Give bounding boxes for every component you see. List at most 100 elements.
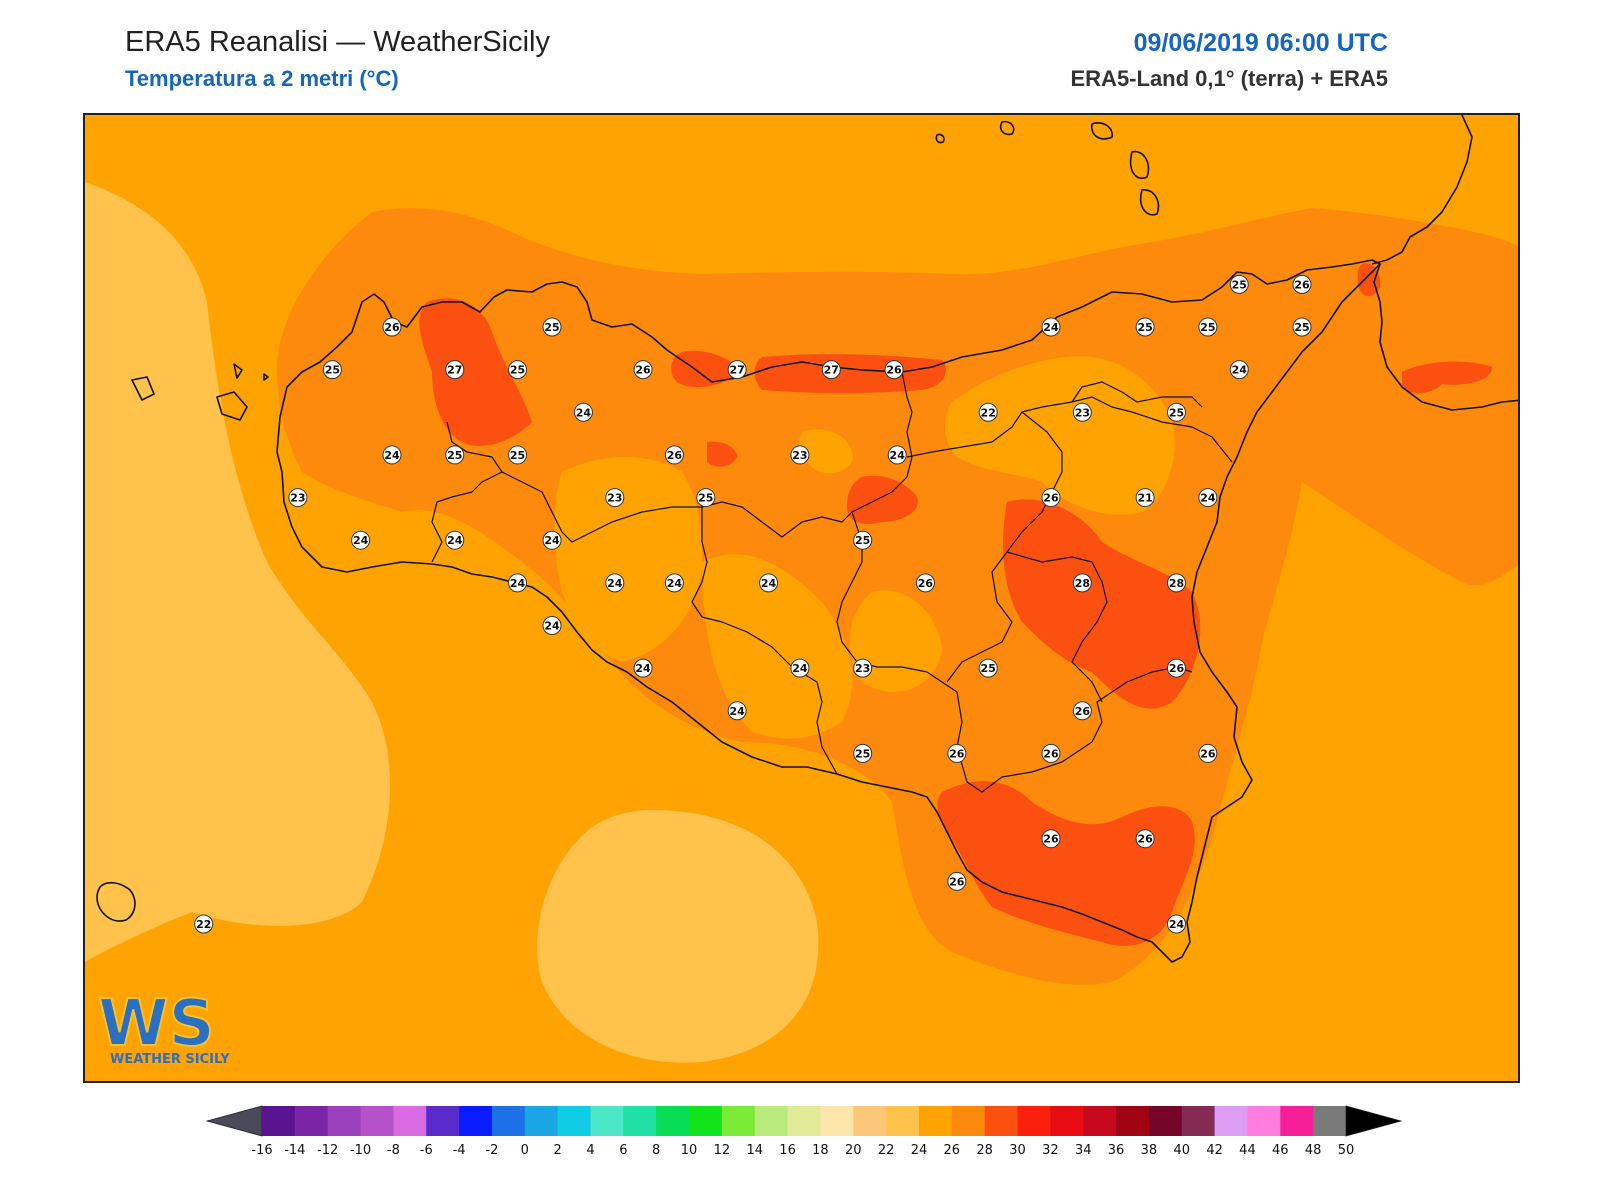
colorbar-tick-label: 42 (1206, 1143, 1223, 1158)
station-marker (508, 573, 528, 593)
station-marker (194, 914, 214, 934)
colorbar-tick-label: 0 (521, 1143, 529, 1158)
valid-datetime: 09/06/2019 06:00 UTC (1133, 29, 1388, 57)
station-marker (1041, 488, 1061, 508)
station-value-label: 26 (949, 747, 965, 760)
station-value-label: 26 (918, 577, 934, 590)
station-value-label: 25 (1294, 321, 1309, 334)
aeolian-islands (935, 120, 1160, 216)
station-marker (853, 743, 873, 763)
colorbar-tick-label: 10 (681, 1143, 698, 1158)
station-marker (322, 360, 342, 380)
station-value-label: 24 (761, 577, 777, 590)
ustica (263, 373, 269, 381)
colorbar-segment (853, 1106, 887, 1136)
colorbar-tick-label: -16 (251, 1143, 272, 1158)
colorbar-segment (689, 1106, 723, 1136)
station-value-label: 24 (667, 577, 683, 590)
field-22-24-interior-3 (849, 590, 942, 692)
station-marker (445, 445, 465, 465)
station-value-label: 25 (855, 747, 870, 760)
station-marker (1198, 743, 1218, 763)
station-marker (1072, 402, 1092, 422)
sicily-coast (276, 259, 1381, 963)
colorbar-tick-label: 50 (1338, 1143, 1355, 1158)
station-value-label: 26 (1169, 662, 1185, 675)
station-marker (1198, 317, 1218, 337)
colorbar-segment (886, 1106, 920, 1136)
station-value-label: 26 (1043, 747, 1059, 760)
station-value-label: 25 (1169, 406, 1184, 419)
station-marker (542, 616, 562, 635)
station-value-label: 21 (1137, 492, 1152, 505)
station-marker (633, 360, 653, 380)
colorbar-segment (262, 1106, 296, 1136)
field-22-24-interior-4 (945, 356, 1175, 515)
colorbar-tick-label: 36 (1108, 1143, 1125, 1158)
colorbar-segment (393, 1106, 427, 1136)
station-marker (1072, 701, 1092, 721)
station-marker (1041, 829, 1061, 849)
colorbar-tick-label: 34 (1075, 1143, 1092, 1158)
station-value-label: 25 (325, 364, 340, 377)
colorbar-tick-label: 18 (812, 1143, 829, 1158)
colorbar-tick-label: -10 (350, 1143, 371, 1158)
colorbar-segment (918, 1106, 953, 1136)
field-20-22-south (537, 810, 819, 1063)
station-value-markers: 26 25 25 27 25 26 27 27 26 24 24 25 25 26 23 24 23 23 25 24… (194, 274, 1312, 934)
station-marker (664, 573, 684, 593)
station-marker (947, 743, 967, 763)
colorbar-segment (820, 1106, 854, 1136)
station-value-label: 25 (510, 449, 525, 462)
station-marker (382, 445, 402, 465)
field-20-22-west (85, 182, 391, 962)
temperature-map[interactable]: 26 25 25 27 25 26 27 27 26 24 24 25 25 26 23 24 23 23 25 24… (83, 113, 1520, 1083)
station-marker (542, 317, 562, 337)
coastline (96, 115, 1518, 963)
station-marker (1229, 360, 1249, 380)
station-marker (508, 445, 528, 465)
station-value-label: 26 (1200, 747, 1216, 760)
station-value-label: 24 (510, 577, 526, 590)
station-value-label: 26 (635, 364, 651, 377)
svg-text:WS: WS (98, 987, 215, 1061)
station-marker (664, 445, 684, 465)
station-marker (978, 658, 998, 678)
station-marker (508, 360, 528, 380)
station-marker (573, 402, 593, 422)
station-marker (1166, 658, 1186, 678)
station-value-label: 25 (981, 662, 996, 675)
calabria-coast (1371, 115, 1518, 411)
colorbar-segment (1313, 1106, 1347, 1136)
colorbar-tick-label: 32 (1042, 1143, 1059, 1158)
station-value-label: 26 (1043, 833, 1059, 846)
station-marker (382, 317, 402, 337)
station-value-label: 25 (510, 364, 525, 377)
station-marker (790, 445, 810, 465)
colorbar-segment (491, 1106, 526, 1136)
station-value-label: 24 (544, 534, 560, 547)
colorbar-segment (623, 1106, 657, 1136)
colorbar-tick-label: -14 (284, 1143, 305, 1158)
province-borders (431, 371, 1233, 793)
colorbar-segment (294, 1106, 329, 1136)
colorbar-segment (1280, 1106, 1314, 1136)
colorbar-segment (787, 1106, 821, 1136)
station-marker (978, 402, 998, 422)
station-value-label: 26 (886, 364, 902, 377)
station-value-label: 27 (824, 364, 839, 377)
station-marker (351, 530, 371, 550)
colorbar-segment (1181, 1106, 1216, 1136)
station-marker (1072, 573, 1092, 593)
station-marker (1135, 317, 1155, 337)
station-value-label: 24 (447, 534, 463, 547)
field-22-24-interior-2 (702, 554, 853, 739)
colorbar-segment (590, 1106, 624, 1136)
station-marker (1166, 914, 1186, 934)
station-value-label: 23 (290, 492, 305, 505)
field-26-28-southeast (937, 781, 1195, 946)
colorbar-tick-label: 22 (878, 1143, 895, 1158)
station-marker (727, 701, 747, 721)
station-value-label: 25 (447, 449, 462, 462)
station-value-label: 26 (1294, 278, 1310, 291)
